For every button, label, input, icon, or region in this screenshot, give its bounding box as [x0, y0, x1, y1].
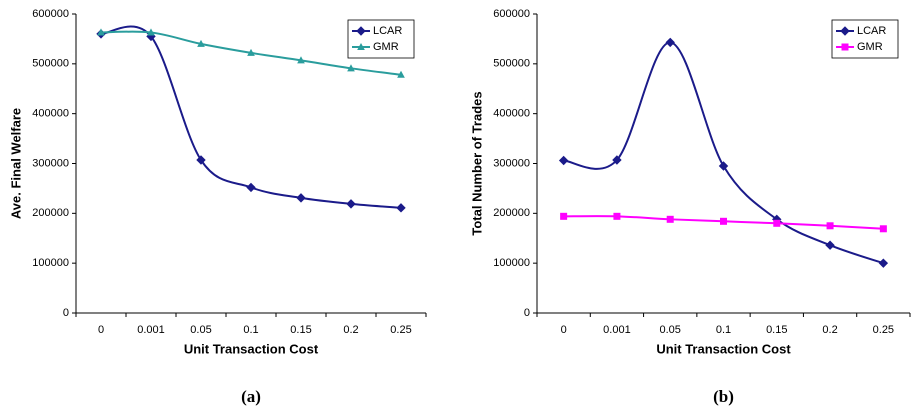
- y-tick-label: 200000: [493, 207, 530, 219]
- x-tick-label: 0.001: [603, 324, 631, 336]
- marker: [613, 212, 621, 220]
- y-tick-label: 500000: [493, 58, 530, 70]
- caption: (b): [713, 387, 734, 406]
- y-tick-label: 100000: [493, 257, 530, 269]
- y-tick-label: 400000: [32, 108, 69, 120]
- marker: [297, 56, 305, 64]
- marker: [841, 43, 849, 51]
- series-line: [563, 41, 884, 265]
- x-tick-label: 0.05: [190, 324, 211, 336]
- x-tick-label: 0.15: [766, 324, 787, 336]
- legend-label: GMR: [857, 41, 883, 53]
- marker: [356, 26, 366, 36]
- x-tick-label: 0.1: [243, 324, 258, 336]
- legend-label: LCAR: [857, 25, 886, 37]
- y-axis-title: Ave. Final Welfare: [8, 108, 23, 219]
- marker: [558, 155, 569, 166]
- marker: [826, 222, 834, 230]
- x-tick-label: 0.2: [822, 324, 837, 336]
- marker: [878, 258, 889, 268]
- marker: [246, 182, 256, 193]
- marker: [346, 199, 356, 209]
- y-tick-label: 0: [524, 307, 530, 319]
- x-tick-label: 0.15: [290, 324, 311, 336]
- x-tick-label: 0.2: [343, 324, 358, 336]
- y-tick-label: 200000: [32, 207, 69, 219]
- y-tick-label: 400000: [493, 108, 530, 120]
- marker: [612, 155, 622, 165]
- legend-label: LCAR: [373, 25, 402, 37]
- x-axis-title: Unit Transaction Cost: [184, 341, 319, 356]
- marker: [296, 193, 306, 203]
- marker: [247, 48, 255, 56]
- marker: [665, 37, 675, 48]
- x-tick-label: 0.25: [873, 324, 894, 336]
- marker: [666, 215, 674, 223]
- y-tick-label: 100000: [32, 257, 69, 269]
- y-tick-label: 500000: [32, 58, 69, 70]
- marker: [396, 203, 406, 213]
- legend-box: [347, 19, 415, 59]
- marker: [147, 28, 155, 36]
- marker: [197, 39, 205, 47]
- y-tick-label: 600000: [32, 8, 69, 20]
- marker: [397, 70, 405, 78]
- y-tick-label: 300000: [32, 157, 69, 169]
- y-tick-label: 300000: [493, 157, 530, 169]
- x-tick-label: 0.001: [137, 324, 165, 336]
- marker: [720, 217, 727, 225]
- x-tick-label: 0: [561, 324, 567, 336]
- marker: [97, 28, 105, 36]
- x-axis-title: Unit Transaction Cost: [656, 341, 791, 356]
- caption: (a): [241, 387, 261, 406]
- x-tick-label: 0.1: [716, 324, 731, 336]
- marker: [840, 26, 850, 36]
- legend-box: [831, 19, 899, 59]
- marker: [718, 161, 729, 171]
- legend-label: GMR: [373, 41, 399, 53]
- y-axis-title: Total Number of Trades: [469, 91, 484, 235]
- y-tick-label: 600000: [493, 8, 530, 20]
- marker: [357, 42, 365, 50]
- marker: [560, 212, 568, 220]
- marker: [825, 240, 835, 250]
- y-tick-label: 0: [63, 307, 69, 319]
- marker: [347, 64, 355, 72]
- x-tick-label: 0.05: [660, 324, 681, 336]
- marker: [773, 219, 781, 227]
- x-tick-label: 0.25: [390, 324, 411, 336]
- marker: [196, 155, 206, 165]
- x-tick-label: 0: [98, 324, 104, 336]
- marker: [879, 225, 887, 233]
